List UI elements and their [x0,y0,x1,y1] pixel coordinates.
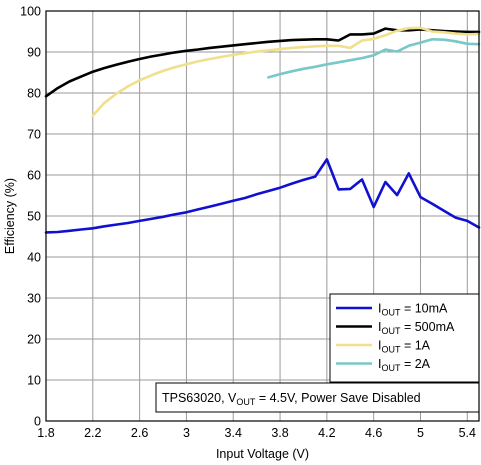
y-axis-ticks: 0 10 20 30 40 50 60 70 80 90 100 [20,5,41,429]
y-tick-label: 60 [27,169,41,183]
x-tick-label: 2.6 [131,426,148,440]
y-axis-label: Efficiency (%) [3,178,17,254]
x-tick-label: 2.2 [84,426,101,440]
y-tick-label: 50 [27,210,41,224]
y-tick-label: 30 [27,292,41,306]
legend-label-0: IOUT = 10mA [378,302,448,318]
x-tick-label: 3 [183,426,190,440]
y-tick-label: 90 [27,46,41,60]
x-tick-label: 5 [417,426,424,440]
y-tick-label: 10 [27,374,41,388]
x-axis-ticks: 1.8 2.2 2.6 3 3.4 3.8 4.2 4.6 5 5.4 [37,426,476,440]
x-tick-label: 5.4 [459,426,476,440]
annotation-frame [155,382,480,413]
y-tick-label: 40 [27,251,41,265]
plot-frame [45,10,480,422]
y-tick-label: 0 [34,415,41,429]
series-line-3 [267,37,481,79]
legend-label-3: IOUT = 2A [378,357,431,373]
x-tick-label: 3.4 [225,426,242,440]
x-tick-label: 4.6 [365,426,382,440]
legend-label-2: IOUT = 1A [378,339,431,355]
annotation-text: TPS63020, VOUT = 4.5V, Power Save Disabl… [162,391,421,407]
y-tick-label: 100 [20,5,41,19]
legend: IOUT = 10mA IOUT = 500mA IOUT = 1A IOUT = 2… [329,293,480,383]
y-tick-label: 20 [27,333,41,347]
x-tick-label: 3.8 [271,426,288,440]
series-line-0 [44,158,481,234]
legend-label-1: IOUT = 500mA [378,320,455,336]
series-line-1 [44,27,481,98]
x-tick-label: 4.2 [318,426,335,440]
y-tick-label: 70 [27,128,41,142]
x-tick-label: 1.8 [37,426,54,440]
series-line-2 [91,26,481,117]
series-lines [44,26,481,234]
x-axis-label: Input Voltage (V) [216,447,309,461]
y-tick-label: 80 [27,87,41,101]
annotation-box: TPS63020, VOUT = 4.5V, Power Save Disabl… [155,382,480,413]
